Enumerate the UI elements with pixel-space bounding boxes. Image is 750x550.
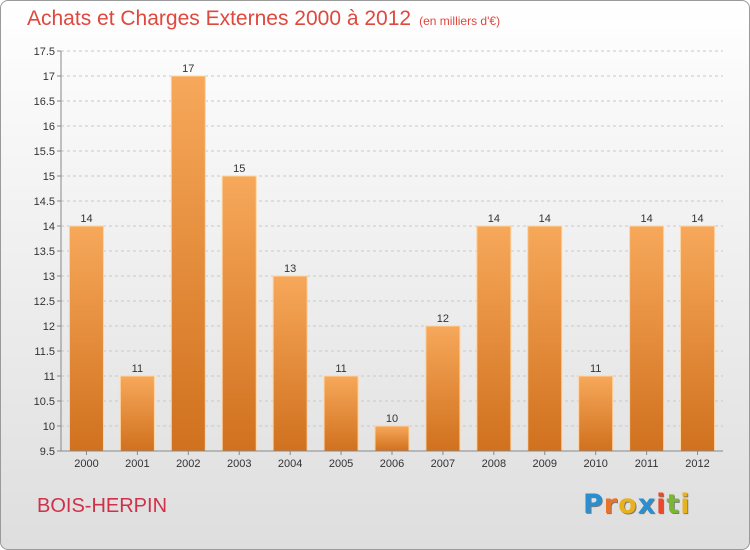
x-tick-label: 2002 <box>176 458 200 470</box>
y-tick-label: 10 <box>43 421 55 433</box>
x-tick-label: 2005 <box>329 458 353 470</box>
y-tick-label: 17.5 <box>34 46 55 58</box>
logo-letter: t <box>666 489 681 520</box>
x-tick-label: 2008 <box>482 458 506 470</box>
x-tick-label: 2007 <box>431 458 455 470</box>
bar-value-label: 11 <box>590 363 601 375</box>
bar-value-label: 14 <box>691 213 703 225</box>
chart-title-text: Achats et Charges Externes 2000 à 2012 <box>27 7 412 30</box>
bar-value-label: 11 <box>132 363 143 375</box>
bar <box>578 375 614 452</box>
chart-unit: (en milliers d'€) <box>419 14 501 28</box>
y-tick-label: 11.5 <box>34 346 55 358</box>
bar <box>221 175 257 452</box>
y-tick-label: 14 <box>43 221 55 233</box>
bar-value-label: 12 <box>437 313 449 325</box>
bar <box>272 275 308 452</box>
bar <box>323 375 359 452</box>
bar <box>119 375 155 452</box>
x-tick-label: 2011 <box>635 458 659 470</box>
bar-value-label: 14 <box>488 213 500 225</box>
x-tick-label: 2009 <box>533 458 557 470</box>
y-tick-label: 16 <box>43 121 55 133</box>
y-tick-label: 15.5 <box>34 146 55 158</box>
y-tick-label: 14.5 <box>34 196 55 208</box>
bar <box>476 225 512 452</box>
bar-value-label: 14 <box>539 213 551 225</box>
bar-value-label: 15 <box>233 163 245 175</box>
logo-letter: P <box>583 489 604 520</box>
x-tick-label: 2004 <box>278 458 302 470</box>
commune-name: BOIS-HERPIN <box>37 495 168 517</box>
bar <box>680 225 716 452</box>
x-tick-label: 2010 <box>583 458 607 470</box>
x-tick-label: 2003 <box>227 458 251 470</box>
y-tick-label: 15 <box>43 171 55 183</box>
bar <box>629 225 665 452</box>
x-tick-label: 2006 <box>380 458 404 470</box>
bar-value-label: 11 <box>335 363 346 375</box>
logo-letter: r <box>603 489 619 520</box>
logo-letter: o <box>618 489 638 520</box>
bar-value-label: 14 <box>640 213 652 225</box>
bar <box>374 425 410 452</box>
bar-value-label: 10 <box>386 413 398 425</box>
x-tick-label: 2012 <box>685 458 709 470</box>
grid-lines <box>61 50 723 452</box>
bar-value-label: 17 <box>182 63 194 75</box>
y-tick-label: 9.5 <box>40 446 55 458</box>
y-tick-label: 12.5 <box>34 296 55 308</box>
y-tick-label: 13 <box>43 271 55 283</box>
logo-letter: i <box>680 489 691 520</box>
logo-letter: x <box>637 489 657 520</box>
bar-value-label: 14 <box>80 213 92 225</box>
y-tick-label: 10.5 <box>34 396 55 408</box>
x-tick-label: 2000 <box>74 458 98 470</box>
logo-letter: i <box>656 489 667 520</box>
bar <box>527 225 563 452</box>
x-tick-label: 2001 <box>125 458 149 470</box>
y-tick-label: 16.5 <box>34 96 55 108</box>
y-tick-label: 13.5 <box>34 246 55 258</box>
y-tick-label: 11 <box>44 371 55 383</box>
y-tick-label: 17 <box>43 71 55 83</box>
y-tick-label: 12 <box>43 321 55 333</box>
axes: 9.5 10 10.5 11 11.5 12 12.5 13 13.5 14 14.5 15 15.5 1… <box>34 46 723 470</box>
proxiti-logo: Proxiti <box>583 489 691 520</box>
bars: 14 11 17 15 13 11 10 12 14 14 11 14 14 <box>68 63 716 452</box>
bar-value-label: 13 <box>284 263 296 275</box>
bar <box>170 75 206 452</box>
chart-title: Achats et Charges Externes 2000 à 2012 (e… <box>27 7 500 31</box>
bar <box>68 225 104 452</box>
bar <box>425 325 461 452</box>
